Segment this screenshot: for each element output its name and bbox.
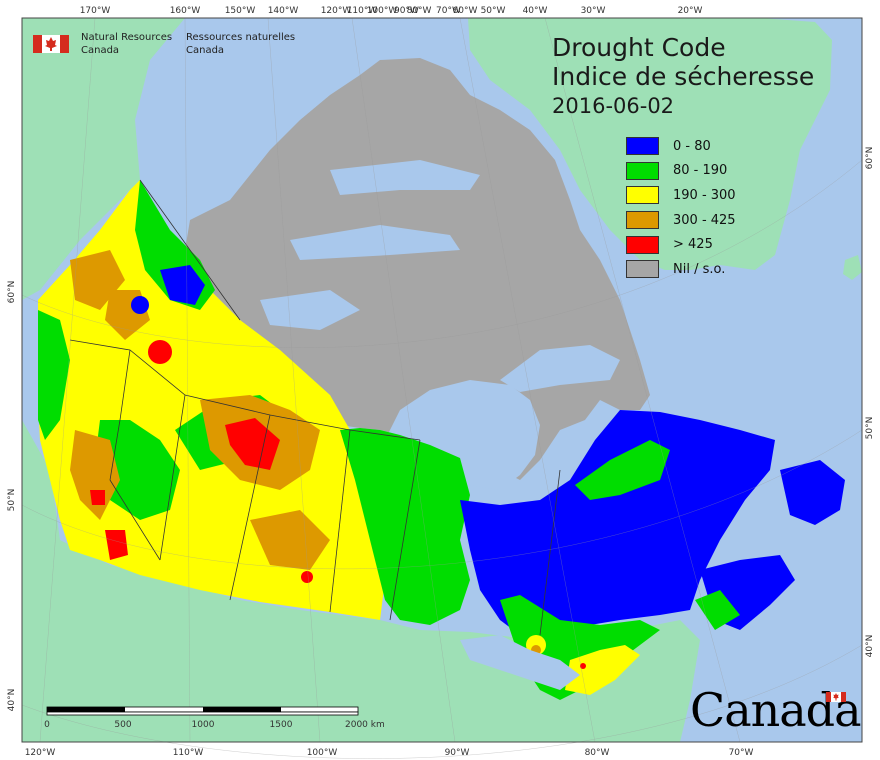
- top-tick-11: 60°W: [453, 6, 478, 16]
- bottom-tick-6: 70°W: [729, 748, 754, 758]
- top-tick-4: 140°W: [268, 6, 299, 16]
- left-tick-3: 40°N: [7, 689, 17, 712]
- legend-label: 80 - 190: [673, 163, 728, 179]
- left-tick-1: 60°N: [7, 281, 17, 304]
- legend-swatch: [626, 161, 659, 180]
- top-tick-3: 150°W: [225, 6, 256, 16]
- dc-orange-3: [70, 430, 120, 520]
- scale-bar: 0 500 1000 1500 2000 km: [44, 706, 385, 730]
- right-tick-3: 40°N: [865, 635, 875, 658]
- top-tick-8: 90°W: [394, 6, 419, 16]
- dc-green-maritimes: [695, 590, 740, 630]
- boundaries: [69, 179, 561, 636]
- legend-label: 300 - 425: [673, 212, 736, 228]
- right-ticks: 60°N 50°N 40°N: [865, 147, 875, 658]
- legend-item: 0 - 80: [626, 134, 736, 159]
- alaska: [22, 18, 185, 300]
- scale-label-500: 500: [114, 720, 131, 730]
- legend-item: 80 - 190: [626, 159, 736, 184]
- dc-blue-nw: [160, 265, 205, 305]
- right-tick-1: 60°N: [865, 147, 875, 170]
- agency-fr-line2: Canada: [186, 45, 225, 56]
- scale-label-0: 0: [44, 720, 50, 730]
- dc-red-5: [301, 571, 313, 583]
- top-tick-6: 110°W: [347, 6, 378, 16]
- legend-label: Nil / s.o.: [673, 261, 726, 277]
- agency-fr-line1: Ressources naturelles: [186, 32, 296, 43]
- canada-flag-icon: [33, 35, 69, 53]
- map-date: 2016-06-02: [552, 94, 675, 118]
- dc-green-central: [340, 428, 470, 625]
- hudson-strait: [500, 345, 620, 392]
- top-ticks: 170°W 160°W 150°W 140°W 120°W 110°W 100°…: [80, 6, 703, 16]
- dc-red-3: [90, 490, 105, 505]
- title-english: Drought Code: [552, 33, 726, 62]
- legend-swatch: [626, 211, 659, 230]
- top-tick-14: 30°W: [581, 6, 606, 16]
- legend-swatch: [626, 186, 659, 205]
- top-tick-12: 50°W: [481, 6, 506, 16]
- agency-french: Ressources naturelles Canada: [186, 31, 295, 57]
- bottom-tick-4: 90°W: [445, 748, 470, 758]
- arctic-channel-3: [260, 290, 360, 330]
- iceland: [843, 255, 862, 280]
- legend-label: 190 - 300: [673, 187, 736, 203]
- top-tick-7: 100°W: [367, 6, 398, 16]
- bottom-tick-2: 110°W: [173, 748, 204, 758]
- arctic-channel-1: [290, 225, 460, 260]
- right-tick-2: 50°N: [865, 417, 875, 440]
- bottom-tick-5: 80°W: [585, 748, 610, 758]
- dc-red-1: [148, 340, 172, 364]
- agency-english: Natural Resources Canada: [81, 31, 172, 57]
- title-french: Indice de sécheresse: [552, 62, 815, 91]
- legend-item: Nil / s.o.: [626, 257, 736, 282]
- dc-blue-east: [460, 410, 775, 635]
- dc-green-east: [575, 440, 670, 500]
- dc-red-east: [580, 663, 586, 669]
- legend-swatch: [626, 137, 659, 156]
- legend-item: > 425: [626, 232, 736, 257]
- legend-label: 0 - 80: [673, 138, 711, 154]
- map-title: Drought Code Indice de sécheresse 2016-0…: [552, 33, 852, 121]
- legend-swatch: [626, 260, 659, 279]
- legend-item: 300 - 425: [626, 208, 736, 233]
- top-tick-9: 80°W: [407, 6, 432, 16]
- bottom-tick-3: 100°W: [307, 748, 338, 758]
- dc-orange-4: [250, 510, 330, 570]
- dc-green-bc: [95, 420, 180, 520]
- arctic-channel-2: [330, 160, 480, 195]
- dc-blue-2: [131, 296, 149, 314]
- great-lakes: [460, 635, 580, 690]
- dc-blue-newfoundland: [780, 460, 845, 525]
- legend: 0 - 80 80 - 190 190 - 300 300 - 425 > 42…: [626, 134, 736, 282]
- dc-red-4: [105, 530, 128, 560]
- top-tick-5: 120°W: [321, 6, 352, 16]
- hudson-bay: [385, 380, 540, 490]
- map-border: [21, 17, 863, 743]
- scale-label-1000: 1000: [192, 720, 215, 730]
- agency-en-line1: Natural Resources: [81, 32, 173, 43]
- scale-label-1500: 1500: [270, 720, 293, 730]
- bottom-ticks: 120°W 110°W 100°W 90°W 80°W 70°W: [25, 748, 754, 758]
- bottom-tick-1: 120°W: [25, 748, 56, 758]
- dc-green-coast: [38, 310, 70, 440]
- agency-en-line2: Canada: [81, 45, 120, 56]
- top-tick-10: 70°W: [436, 6, 461, 16]
- legend-label: > 425: [673, 237, 713, 253]
- left-ticks: 60°N 50°N 40°N: [7, 281, 17, 712]
- legend-swatch: [626, 235, 659, 254]
- left-tick-2: 50°N: [7, 489, 17, 512]
- top-tick-2: 160°W: [170, 6, 201, 16]
- legend-item: 190 - 300: [626, 183, 736, 208]
- top-tick-13: 40°W: [523, 6, 548, 16]
- wordmark-flag-icon: [826, 692, 846, 702]
- scale-label-2000: 2000 km: [345, 720, 385, 730]
- top-tick-15: 20°W: [678, 6, 703, 16]
- top-tick-1: 170°W: [80, 6, 111, 16]
